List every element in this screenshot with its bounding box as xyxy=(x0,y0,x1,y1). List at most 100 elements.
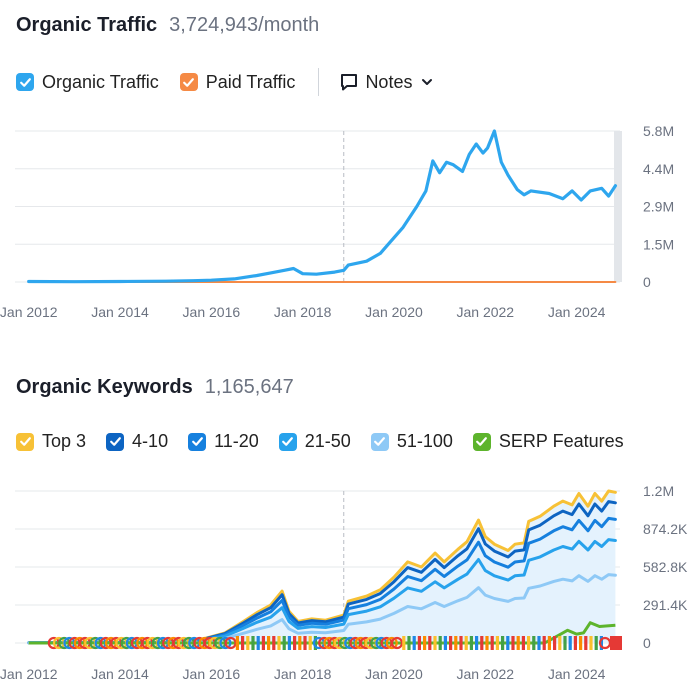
update-marker[interactable] xyxy=(287,636,291,650)
update-marker[interactable] xyxy=(303,636,307,650)
keywords-value: 1,165,647 xyxy=(204,376,294,398)
update-marker[interactable] xyxy=(584,636,588,650)
update-marker[interactable] xyxy=(267,636,271,650)
update-marker[interactable] xyxy=(313,636,317,650)
chart-scroll-edge[interactable] xyxy=(614,131,622,282)
update-marker[interactable] xyxy=(407,636,411,650)
update-marker[interactable] xyxy=(542,636,546,650)
update-marker[interactable] xyxy=(480,636,484,650)
update-marker[interactable] xyxy=(282,636,286,650)
checkbox-icon[interactable] xyxy=(472,432,491,451)
legend-label: Organic Traffic xyxy=(42,71,159,92)
legend-21-50[interactable]: 21-50 xyxy=(278,431,351,452)
update-marker[interactable] xyxy=(589,636,593,650)
update-marker[interactable] xyxy=(449,636,453,650)
update-marker[interactable] xyxy=(235,636,239,650)
update-marker[interactable] xyxy=(261,636,265,650)
update-marker[interactable] xyxy=(224,636,237,650)
y-tick-label: 4.4M xyxy=(643,161,674,177)
update-marker[interactable] xyxy=(219,636,232,650)
update-marker[interactable] xyxy=(293,636,297,650)
legend-label: 4-10 xyxy=(132,431,169,451)
x-tick-label: Jan 2018 xyxy=(274,666,332,682)
update-marker[interactable] xyxy=(423,636,427,650)
series-line-51-100 xyxy=(27,573,617,645)
update-marker[interactable] xyxy=(558,636,562,650)
update-marker[interactable] xyxy=(272,636,276,650)
legend-label: Paid Traffic xyxy=(205,71,296,92)
legend-divider xyxy=(318,68,320,96)
update-marker[interactable] xyxy=(433,636,437,650)
update-marker[interactable] xyxy=(516,636,520,650)
legend-top-3[interactable]: Top 3 xyxy=(16,431,86,452)
update-marker[interactable] xyxy=(308,636,312,650)
update-marker[interactable] xyxy=(277,636,281,650)
x-tick-label: Jan 2024 xyxy=(548,666,606,682)
update-marker[interactable] xyxy=(521,636,525,650)
update-marker[interactable] xyxy=(438,636,442,650)
checkbox-icon[interactable] xyxy=(370,432,389,451)
update-marker[interactable] xyxy=(241,636,245,650)
y-tick-label: 291.4K xyxy=(643,597,688,613)
update-marker[interactable] xyxy=(527,636,531,650)
update-marker[interactable] xyxy=(390,636,404,650)
update-marker[interactable] xyxy=(537,636,541,650)
update-marker[interactable] xyxy=(594,636,598,650)
update-marker[interactable] xyxy=(599,636,603,650)
update-marker[interactable] xyxy=(553,636,557,650)
checkbox-icon[interactable] xyxy=(16,432,34,451)
update-marker-latest[interactable] xyxy=(610,636,622,650)
update-marker[interactable] xyxy=(506,636,510,650)
update-marker[interactable] xyxy=(501,636,505,650)
update-marker[interactable] xyxy=(579,636,583,650)
update-marker[interactable] xyxy=(490,636,494,650)
checkbox-icon[interactable] xyxy=(16,73,34,91)
checkbox-icon[interactable] xyxy=(179,73,198,91)
x-tick-label: Jan 2024 xyxy=(548,304,606,320)
update-marker[interactable] xyxy=(475,636,479,650)
legend-51-100[interactable]: 51-100 xyxy=(370,431,453,452)
x-tick-label: Jan 2022 xyxy=(456,304,514,320)
y-tick-label: 582.8K xyxy=(643,559,688,575)
legend-label: 21-50 xyxy=(304,431,351,451)
series-line-21-50 xyxy=(27,538,617,645)
update-marker[interactable] xyxy=(547,636,551,650)
update-marker[interactable] xyxy=(385,636,398,650)
update-marker[interactable] xyxy=(246,636,250,650)
update-marker[interactable] xyxy=(402,636,406,650)
update-marker[interactable] xyxy=(459,636,463,650)
update-marker[interactable] xyxy=(443,636,447,650)
update-marker[interactable] xyxy=(568,636,572,650)
checkbox-icon[interactable] xyxy=(188,432,207,451)
update-marker[interactable] xyxy=(532,636,536,650)
x-tick-label: Jan 2022 xyxy=(456,666,514,682)
update-marker[interactable] xyxy=(454,636,458,650)
legend-paid-traffic[interactable]: Paid Traffic xyxy=(179,71,296,93)
update-marker[interactable] xyxy=(495,636,499,650)
update-marker[interactable] xyxy=(469,636,473,650)
traffic-legend: Organic Traffic Paid Traffic Notes xyxy=(16,68,434,96)
update-marker[interactable] xyxy=(428,636,432,650)
update-marker[interactable] xyxy=(464,636,468,650)
update-marker[interactable] xyxy=(298,636,302,650)
update-marker[interactable] xyxy=(511,636,515,650)
series-line-top-3 xyxy=(27,489,617,645)
traffic-heading: Organic Traffic 3,724,943/month xyxy=(16,14,319,37)
update-marker[interactable] xyxy=(251,636,255,650)
legend-serp-features[interactable]: SERP Features xyxy=(472,431,624,452)
update-marker[interactable] xyxy=(412,636,416,650)
update-marker[interactable] xyxy=(256,636,260,650)
x-tick-label: Jan 2020 xyxy=(365,304,423,320)
legend-4-10[interactable]: 4-10 xyxy=(106,431,168,452)
checkbox-icon[interactable] xyxy=(106,432,125,451)
x-tick-label: Jan 2016 xyxy=(183,304,241,320)
update-marker[interactable] xyxy=(573,636,577,650)
update-marker[interactable] xyxy=(563,636,567,650)
update-marker[interactable] xyxy=(417,636,421,650)
notes-dropdown[interactable]: Notes xyxy=(339,72,434,93)
checkbox-icon[interactable] xyxy=(278,432,297,451)
legend-11-20[interactable]: 11-20 xyxy=(188,431,259,452)
legend-organic-traffic[interactable]: Organic Traffic xyxy=(16,72,159,93)
update-marker[interactable] xyxy=(485,636,489,650)
